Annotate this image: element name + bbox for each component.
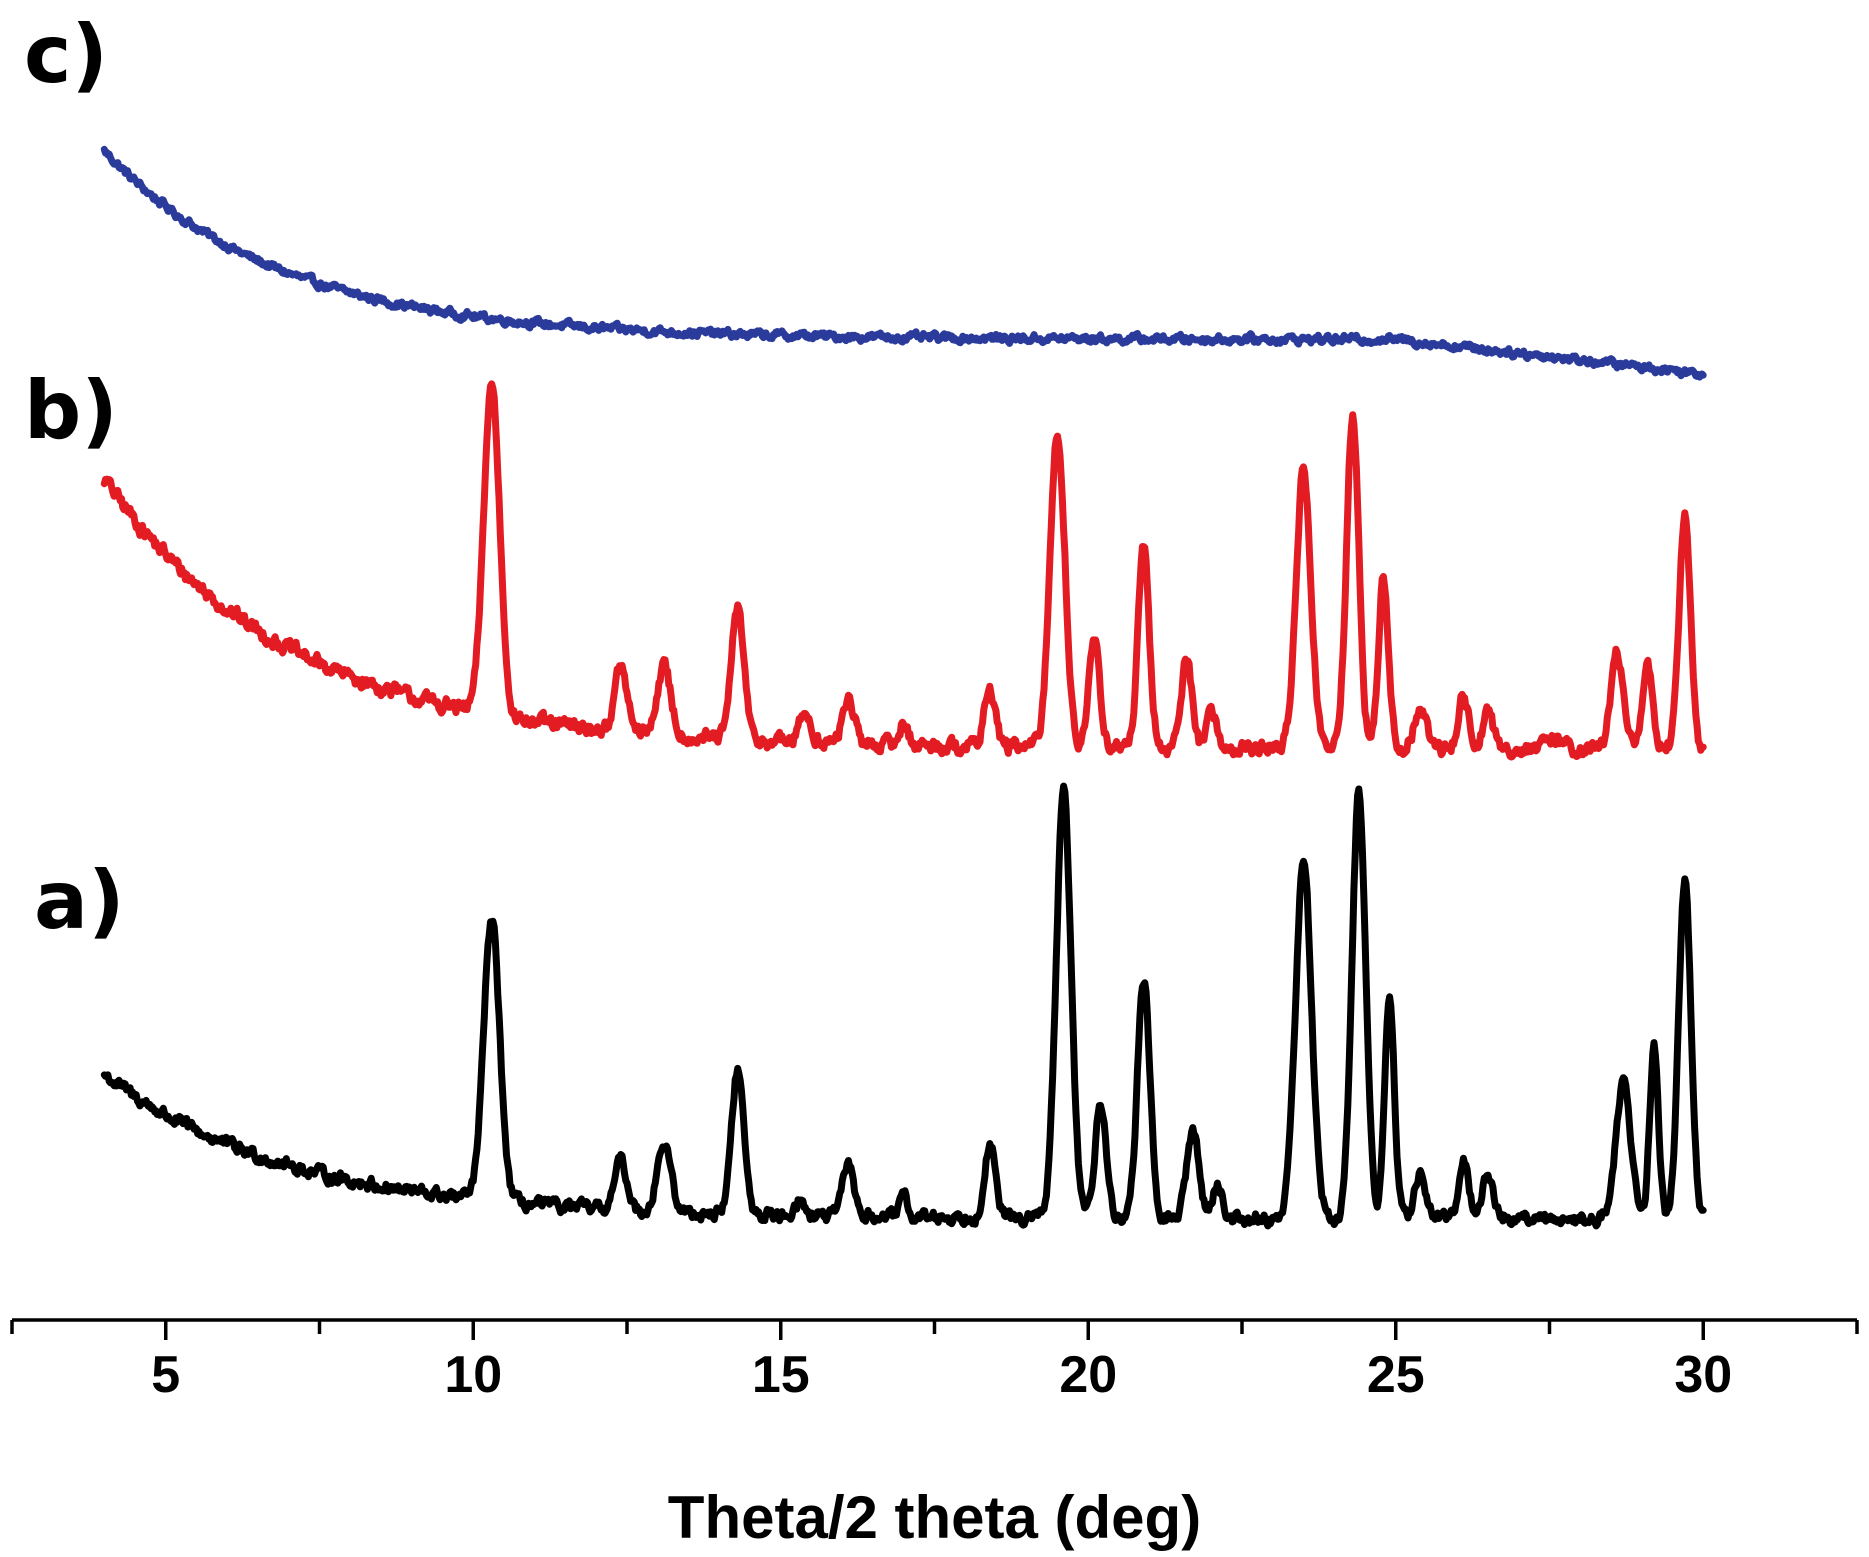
x-tick-label: 10 xyxy=(444,1346,502,1404)
panel-label-b: b) xyxy=(24,364,118,457)
panel-label-c: c) xyxy=(24,8,108,101)
x-axis: 5 10 15 20 25 30 xyxy=(10,1318,1859,1404)
x-tick-label: 20 xyxy=(1059,1346,1117,1404)
series-line-c xyxy=(100,145,1707,381)
panel-label-a: a) xyxy=(34,854,125,947)
x-axis-title: Theta/2 theta (deg) xyxy=(668,1484,1201,1551)
x-tick-label: 5 xyxy=(151,1346,180,1404)
x-tick-label: 25 xyxy=(1367,1346,1425,1404)
series-line-b xyxy=(100,380,1707,761)
x-tick-label: 30 xyxy=(1674,1346,1732,1404)
series-layer xyxy=(100,145,1707,1230)
x-tick-label: 15 xyxy=(752,1346,810,1404)
series-line-a xyxy=(100,782,1707,1230)
labels-layer: c) b) a) xyxy=(24,8,125,947)
